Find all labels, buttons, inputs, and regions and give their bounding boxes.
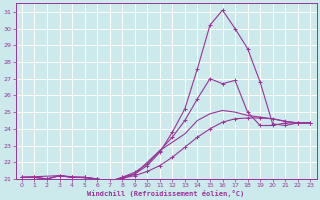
X-axis label: Windchill (Refroidissement éolien,°C): Windchill (Refroidissement éolien,°C) xyxy=(87,190,245,197)
